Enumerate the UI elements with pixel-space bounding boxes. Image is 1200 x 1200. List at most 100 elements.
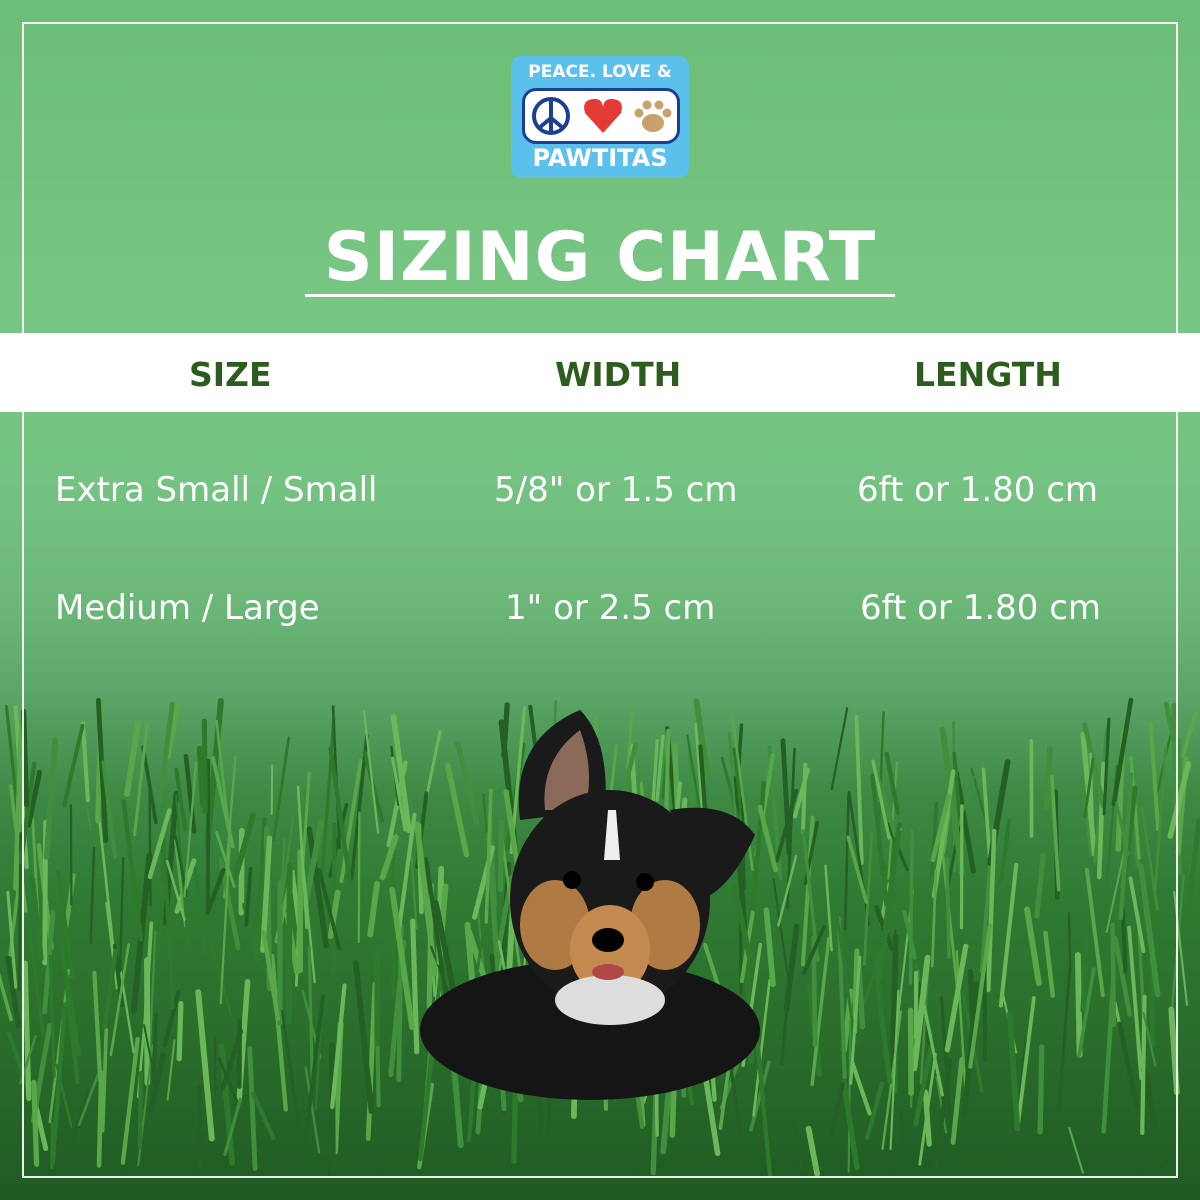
grass-blade [6, 890, 18, 989]
grass-blade [810, 936, 831, 1087]
heart-icon [584, 99, 622, 133]
grass-blade [1067, 912, 1072, 974]
grass-blade [1113, 935, 1133, 1017]
grass-blade [205, 867, 226, 915]
grass-blade [884, 751, 901, 815]
grass-blade [217, 1056, 240, 1105]
grass-blade [922, 1089, 932, 1147]
grass-blade [986, 828, 997, 993]
grass-blade [219, 844, 231, 1005]
grass-blade [328, 802, 349, 879]
grass-blade [1163, 701, 1179, 755]
grass-blade [805, 1125, 820, 1177]
grass-blade [280, 815, 295, 901]
grass-blade [998, 818, 1012, 886]
grass-blade [162, 856, 175, 1010]
peace-icon [532, 97, 570, 135]
row2-width: 1" or 2.5 cm [505, 588, 716, 628]
logo-line1: PEACE. LOVE & [528, 62, 672, 82]
page-title: SIZING CHART [323, 218, 877, 297]
grass-blade [327, 889, 341, 940]
grass-blade [209, 941, 233, 1016]
grass-blade [1096, 761, 1106, 880]
grass-blade [211, 756, 235, 849]
grass-blade [1043, 930, 1056, 998]
grass-blade [967, 968, 975, 1016]
grass-blade [0, 972, 13, 1022]
grass-blade [899, 1109, 907, 1154]
grass-blade [930, 793, 952, 863]
grass-blade [1077, 967, 1096, 1058]
grass-blade [152, 1012, 158, 1086]
grass-blade [497, 819, 505, 893]
grass-blade [843, 793, 850, 931]
grass-blade [1120, 907, 1128, 974]
grass-blade [304, 1066, 321, 1154]
grass-blade [148, 1052, 166, 1114]
grass-blade [56, 869, 75, 979]
grass-blade [195, 989, 215, 1142]
grass-blade [1105, 851, 1126, 934]
grass-blade [1111, 697, 1134, 807]
grass-blade [389, 887, 415, 1030]
grass-blade [854, 715, 864, 865]
grass-blade [1110, 922, 1117, 1028]
row2-length: 6ft or 1.80 cm [860, 588, 1102, 628]
grass-blade [1118, 772, 1134, 921]
grass-blade [174, 767, 188, 832]
grass-blade [982, 967, 988, 1061]
grass-blade [1034, 852, 1046, 919]
grass-blade [101, 760, 118, 859]
grass-blade [1180, 711, 1198, 758]
grass-blade [339, 758, 363, 884]
grass-blade [1171, 702, 1179, 810]
grass-blade [102, 948, 118, 1030]
grass-blade [849, 955, 862, 1085]
grass-blade [31, 1079, 40, 1167]
grass-blade [930, 869, 938, 968]
grass-blade [1140, 994, 1147, 1136]
grass-blade [391, 756, 407, 832]
logo-icon-strip [522, 88, 680, 144]
grass-blade [655, 735, 665, 802]
grass-blade [922, 1004, 944, 1097]
grass-blade [48, 954, 56, 1078]
grass-blade [1043, 746, 1054, 810]
grass-blade [77, 1073, 100, 1127]
grass-blade [950, 1057, 965, 1145]
grass-blade [50, 1002, 67, 1165]
grass-blade [727, 732, 737, 819]
grass-blade [5, 955, 22, 1029]
grass-blade [841, 1079, 860, 1171]
row1-length: 6ft or 1.80 cm [857, 470, 1099, 510]
grass-blade [875, 776, 898, 839]
grass-blade [1148, 722, 1161, 832]
grass-blade [1173, 890, 1189, 1006]
grass-blade [981, 767, 992, 859]
grass-blade [81, 778, 92, 831]
grass-blade [269, 953, 288, 1112]
grass-blade [244, 866, 253, 927]
grass-blade [254, 816, 267, 953]
grass-blade [299, 771, 311, 895]
grass-blade [328, 746, 353, 887]
grass-blade [166, 1039, 176, 1101]
row1-size: Extra Small / Small [55, 470, 378, 510]
grass-blade [791, 1119, 804, 1173]
grass-blade [847, 1019, 852, 1173]
grass-blade [124, 720, 141, 797]
grass-blade [945, 856, 951, 959]
grass-blade [466, 929, 487, 978]
grass-blade [501, 702, 510, 758]
grass-blade [285, 862, 293, 1025]
grass-blade [1167, 761, 1192, 839]
grass-blade [830, 707, 849, 791]
grass-blade [1128, 876, 1146, 953]
grass-blade [848, 1055, 872, 1116]
grass-blade [800, 762, 808, 835]
grass-blade [911, 954, 931, 1072]
grass-blade [935, 1076, 948, 1134]
grass-blade [120, 1036, 140, 1165]
puppy-photo [420, 710, 760, 1100]
table-header-band [0, 333, 1200, 412]
